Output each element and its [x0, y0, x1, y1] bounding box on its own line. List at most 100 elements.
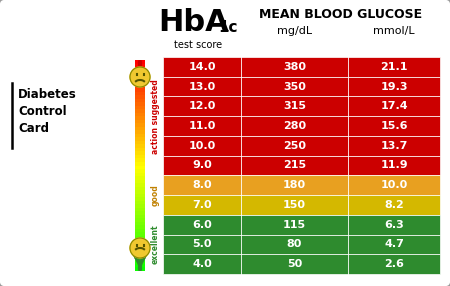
Bar [135, 63, 145, 67]
Bar [135, 267, 145, 271]
Bar [163, 235, 440, 254]
Bar [135, 120, 145, 123]
Text: action suggested: action suggested [151, 79, 160, 154]
Bar [163, 136, 440, 156]
Bar [135, 194, 145, 197]
Bar [135, 166, 145, 169]
Bar [163, 195, 440, 215]
Text: 9.0: 9.0 [192, 160, 212, 170]
Bar [135, 236, 145, 239]
Bar [135, 148, 145, 151]
Text: 215: 215 [283, 160, 306, 170]
Text: 14.0: 14.0 [188, 62, 216, 72]
Bar [135, 222, 145, 225]
Text: 6.0: 6.0 [192, 220, 212, 230]
Bar [163, 116, 440, 136]
Text: 10.0: 10.0 [189, 141, 216, 151]
Text: good: good [151, 184, 160, 206]
Bar [163, 96, 440, 116]
Bar [135, 71, 145, 74]
Bar [135, 127, 145, 130]
Bar [135, 158, 145, 162]
Bar [135, 243, 145, 246]
Bar [135, 78, 145, 81]
Bar [135, 162, 145, 166]
Text: 380: 380 [283, 62, 306, 72]
Text: 8.2: 8.2 [384, 200, 404, 210]
Text: 4.0: 4.0 [192, 259, 212, 269]
Text: MEAN BLOOD GLUCOSE: MEAN BLOOD GLUCOSE [259, 8, 422, 21]
Text: 10.0: 10.0 [380, 180, 408, 190]
Bar [135, 246, 145, 250]
Bar [135, 215, 145, 218]
Bar [135, 81, 145, 85]
Text: excellent: excellent [151, 225, 160, 264]
Text: 19.3: 19.3 [380, 82, 408, 92]
Text: 315: 315 [283, 101, 306, 111]
Bar [135, 257, 145, 261]
Bar [135, 109, 145, 113]
Bar [135, 116, 145, 120]
Bar [163, 254, 440, 274]
Bar [135, 67, 145, 71]
Bar [135, 134, 145, 137]
Bar [135, 211, 145, 215]
Text: 115: 115 [283, 220, 306, 230]
Bar [135, 204, 145, 208]
Circle shape [130, 67, 150, 87]
Bar [135, 190, 145, 194]
Text: 13.7: 13.7 [380, 141, 408, 151]
Text: 180: 180 [283, 180, 306, 190]
Bar [135, 123, 145, 127]
Bar [163, 156, 440, 175]
Bar [135, 253, 145, 257]
Text: 1c: 1c [218, 20, 238, 35]
Bar [135, 218, 145, 222]
Text: 5.0: 5.0 [192, 239, 212, 249]
Text: 21.1: 21.1 [380, 62, 408, 72]
Text: 11.0: 11.0 [188, 121, 216, 131]
Bar [135, 113, 145, 116]
Bar [135, 180, 145, 183]
Bar [163, 77, 440, 96]
Bar [135, 208, 145, 211]
Bar [135, 60, 145, 63]
Text: 50: 50 [287, 259, 302, 269]
Text: 12.0: 12.0 [188, 101, 216, 111]
Bar [135, 92, 145, 95]
Text: 8.0: 8.0 [192, 180, 212, 190]
Bar [135, 155, 145, 158]
Bar [163, 175, 440, 195]
Text: 2.6: 2.6 [384, 259, 404, 269]
Bar [135, 239, 145, 243]
Text: HbA: HbA [158, 8, 230, 37]
Bar [135, 144, 145, 148]
Text: 80: 80 [287, 239, 302, 249]
Bar [135, 197, 145, 201]
Text: 4.7: 4.7 [384, 239, 404, 249]
Bar [135, 169, 145, 172]
Text: 7.0: 7.0 [192, 200, 212, 210]
Text: 350: 350 [283, 82, 306, 92]
Bar [163, 215, 440, 235]
Bar [135, 106, 145, 109]
Bar [135, 151, 145, 155]
Bar [135, 130, 145, 134]
Text: Diabetes
Control
Card: Diabetes Control Card [18, 88, 77, 135]
Text: 150: 150 [283, 200, 306, 210]
Bar [135, 176, 145, 180]
Bar [135, 88, 145, 92]
Text: mmol/L: mmol/L [373, 26, 415, 36]
Bar [135, 102, 145, 106]
Bar [135, 225, 145, 229]
Bar [135, 232, 145, 236]
Text: 11.9: 11.9 [380, 160, 408, 170]
Bar [163, 57, 440, 77]
Bar [135, 264, 145, 267]
Text: mg/dL: mg/dL [277, 26, 312, 36]
Bar [135, 261, 145, 264]
Text: 17.4: 17.4 [380, 101, 408, 111]
Circle shape [130, 238, 150, 258]
Bar [135, 172, 145, 176]
Bar [135, 99, 145, 102]
